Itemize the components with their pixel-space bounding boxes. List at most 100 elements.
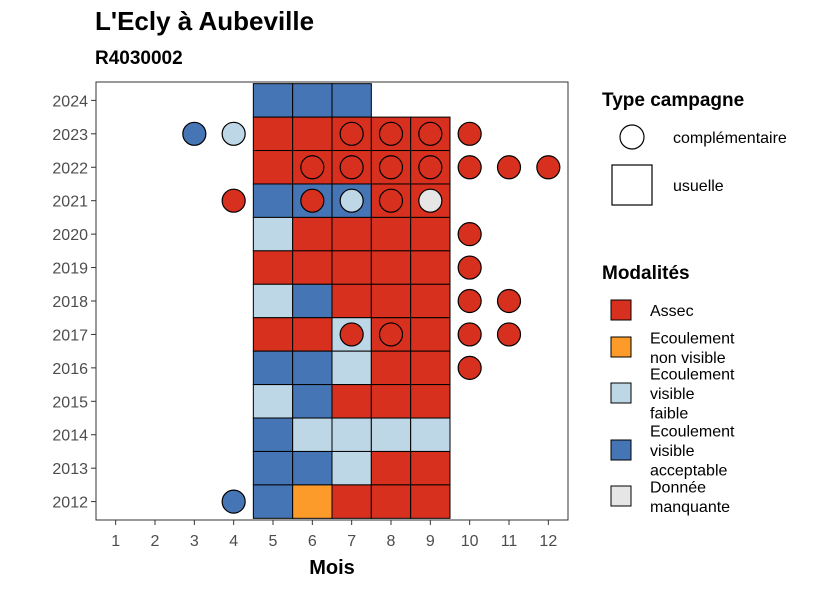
tile-2015-9 [410, 384, 451, 419]
point-layer [182, 121, 561, 514]
tile-2020-7 [331, 216, 372, 252]
tile-2016-6 [292, 350, 333, 386]
x-tick-label: 12 [539, 533, 557, 550]
tile-2012-6 [292, 484, 333, 519]
point-2022-8 [378, 155, 404, 180]
tile-2020-8 [370, 216, 412, 252]
tile-2014-9 [410, 417, 451, 452]
legend-label-acceptable: Ecoulement visible acceptable [650, 424, 735, 480]
legend-key-circle [619, 124, 645, 150]
x-tick-label: 3 [190, 533, 199, 550]
y-tick-label: 2022 [52, 160, 88, 177]
y-tick-label: 2024 [52, 93, 88, 110]
x-tick-label: 2 [151, 533, 160, 550]
legend-key-manquante [610, 485, 632, 507]
y-tick-label: 2018 [52, 294, 88, 311]
x-tick-label: 11 [501, 533, 518, 550]
legend-title: Type campagne [602, 90, 744, 111]
point-2022-6 [300, 155, 325, 180]
tile-2015-6 [292, 384, 333, 419]
tile-2020-6 [292, 216, 333, 252]
tile-2012-5 [252, 484, 294, 519]
point-2023-10 [457, 121, 482, 146]
y-tick-label: 2020 [52, 227, 88, 244]
point-2021-6 [300, 188, 325, 213]
point-2018-11 [496, 288, 522, 314]
tile-2023-6 [292, 116, 333, 152]
point-2021-8 [378, 188, 404, 213]
tile-2013-8 [370, 450, 412, 486]
legend-key-square [611, 164, 653, 206]
legend-key-assec [610, 299, 632, 321]
legend-label-manquante: Donnée manquante [650, 479, 730, 516]
point-2023-9 [418, 121, 443, 146]
chart-title: L'Ecly à Aubeville [95, 6, 314, 36]
legend-title: Modalités [602, 263, 690, 284]
point-2022-12 [536, 155, 561, 180]
point-2017-10 [457, 322, 482, 347]
y-tick-label: 2015 [52, 394, 88, 411]
tile-2019-9 [410, 250, 451, 285]
tile-2023-5 [252, 116, 294, 152]
y-tick-label: 2021 [52, 194, 88, 211]
tile-2012-7 [331, 484, 372, 519]
tile-2013-7 [331, 450, 372, 486]
legend-label-assec: Assec [650, 303, 694, 320]
tile-2018-6 [292, 283, 333, 319]
y-tick-label: 2014 [52, 428, 88, 445]
tile-2021-5 [252, 183, 294, 218]
tile-2017-6 [292, 317, 333, 352]
point-2022-10 [457, 155, 482, 180]
x-tick-label: 4 [229, 533, 238, 550]
tile-2012-9 [410, 484, 451, 519]
tile-2014-5 [252, 417, 294, 452]
x-tick-label: 8 [387, 533, 396, 550]
chart-subtitle: R4030002 [95, 48, 183, 69]
point-2023-7 [339, 121, 364, 146]
legend-label: usuelle [673, 178, 724, 195]
tile-2020-9 [410, 216, 451, 252]
tile-2019-8 [370, 250, 412, 285]
tile-2015-5 [252, 384, 294, 419]
tile-2020-5 [252, 216, 294, 252]
tile-2019-5 [252, 250, 294, 285]
tile-2014-8 [370, 417, 412, 452]
tile-2019-6 [292, 250, 333, 285]
point-2021-9 [418, 188, 443, 213]
tile-2015-7 [331, 384, 372, 419]
tile-2018-9 [410, 283, 451, 319]
tile-2013-6 [292, 450, 333, 486]
point-2018-10 [457, 288, 482, 314]
tile-layer [252, 83, 451, 519]
legend-label-faible: Ecoulement visible faible [650, 367, 735, 423]
y-tick-label: 2019 [52, 261, 88, 278]
x-tick-label: 7 [347, 533, 356, 550]
point-2023-4 [221, 121, 246, 146]
legend-key-nonvisible [610, 336, 632, 358]
y-tick-label: 2013 [52, 461, 88, 478]
point-2022-9 [418, 155, 443, 180]
x-tick-label: 10 [461, 533, 479, 550]
y-tick-label: 2023 [52, 127, 88, 144]
tile-2018-7 [331, 283, 372, 319]
tile-2016-8 [370, 350, 412, 386]
x-tick-label: 9 [426, 533, 435, 550]
point-2016-10 [457, 355, 482, 380]
point-2012-4 [221, 489, 246, 514]
tile-2016-9 [410, 350, 451, 386]
point-2017-7 [339, 322, 364, 347]
tile-2018-8 [370, 283, 412, 319]
x-tick-label: 1 [111, 533, 120, 550]
legend-type-campagne: Type campagne complémentaire usuelle [602, 90, 787, 206]
point-2017-11 [496, 322, 522, 347]
tile-2024-7 [331, 83, 372, 118]
tile-2018-5 [252, 283, 294, 319]
point-2021-4 [221, 188, 246, 213]
x-axis: 1 2 3 4 5 6 7 8 9 10 11 12 [111, 520, 557, 550]
tile-2017-9 [410, 317, 451, 352]
point-2020-10 [457, 222, 482, 247]
tile-2013-9 [410, 450, 451, 486]
tile-2014-7 [331, 417, 372, 452]
